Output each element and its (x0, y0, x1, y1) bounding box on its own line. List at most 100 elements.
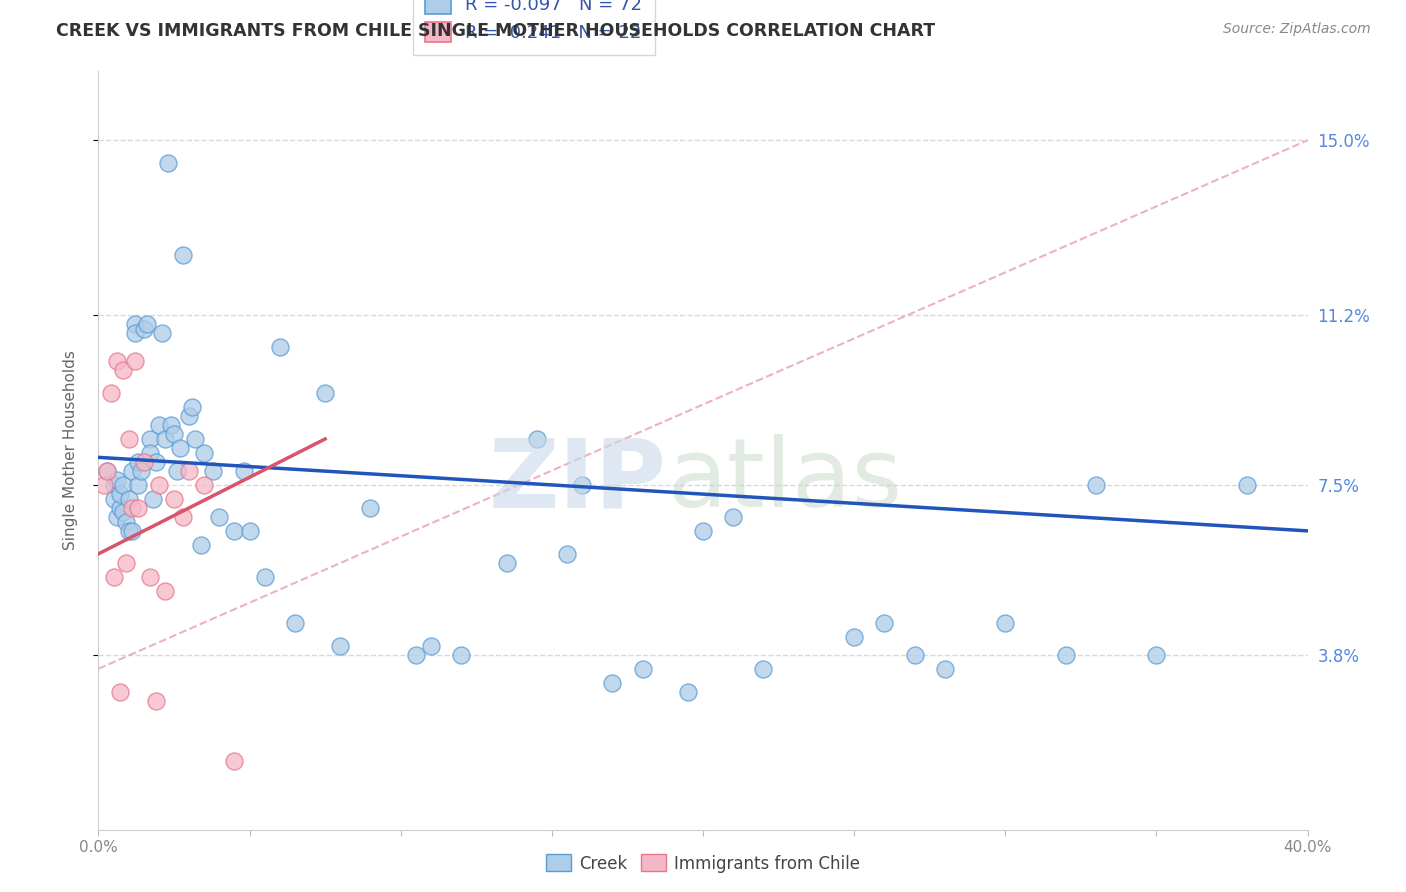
Point (181, 400, 204, 414)
Point (111, 506, 134, 520)
Point (723, 510, 745, 524)
Point (139, 446, 162, 460)
Point (329, 639, 352, 653)
Point (153, 583, 176, 598)
Point (153, 432, 176, 446)
Point (202, 464, 225, 478)
Point (108, 684, 131, 698)
Point (118, 524, 141, 538)
Point (269, 340, 291, 354)
Point (239, 524, 262, 538)
Point (495, 556, 517, 570)
Point (163, 427, 186, 442)
Point (93, 478, 115, 492)
Point (156, 156, 179, 170)
Point (1146, 648, 1168, 662)
Point (994, 615, 1017, 630)
Point (105, 473, 128, 487)
Text: CREEK VS IMMIGRANTS FROM CHILE SINGLE MOTHER HOUSEHOLDS CORRELATION CHART: CREEK VS IMMIGRANTS FROM CHILE SINGLE MO… (56, 22, 935, 40)
Point (420, 639, 443, 653)
Point (405, 648, 427, 662)
Point (129, 464, 152, 478)
Point (555, 547, 578, 561)
Point (132, 321, 155, 335)
Point (193, 446, 215, 460)
Point (163, 491, 186, 506)
Point (108, 500, 131, 515)
Point (631, 662, 654, 676)
Point (127, 455, 149, 469)
Point (103, 570, 125, 584)
Point (124, 354, 146, 368)
Point (145, 694, 167, 708)
Point (114, 515, 136, 529)
Point (193, 478, 215, 492)
Point (224, 754, 246, 768)
Point (602, 675, 624, 690)
Point (208, 510, 231, 524)
Point (118, 491, 141, 506)
Point (224, 524, 246, 538)
Point (108, 487, 131, 501)
Point (184, 432, 207, 446)
Point (111, 478, 134, 492)
Point (148, 418, 170, 433)
Point (142, 491, 165, 506)
Point (1085, 478, 1108, 492)
Point (105, 510, 128, 524)
Y-axis label: Single Mother Households: Single Mother Households (63, 351, 77, 550)
Point (169, 441, 191, 455)
Point (166, 464, 188, 478)
Point (232, 464, 254, 478)
Point (676, 684, 699, 698)
Text: Source: ZipAtlas.com: Source: ZipAtlas.com (1223, 22, 1371, 37)
Point (148, 478, 170, 492)
Point (139, 570, 162, 584)
Point (132, 455, 155, 469)
Point (150, 326, 173, 341)
Point (314, 386, 336, 401)
Point (145, 455, 167, 469)
Point (752, 662, 775, 676)
Point (190, 538, 212, 552)
Point (103, 478, 125, 492)
Point (124, 317, 146, 331)
Point (360, 500, 382, 515)
Text: ZIP: ZIP (489, 434, 666, 527)
Point (103, 491, 125, 506)
Point (118, 432, 141, 446)
Point (179, 409, 201, 423)
Point (172, 248, 194, 262)
Point (160, 418, 183, 433)
Point (934, 662, 956, 676)
Point (139, 432, 162, 446)
Point (904, 648, 927, 662)
Point (1236, 478, 1258, 492)
Point (873, 615, 896, 630)
Point (124, 326, 146, 341)
Text: atlas: atlas (666, 434, 901, 527)
Point (179, 464, 201, 478)
Point (121, 500, 143, 515)
Point (96, 464, 118, 478)
Point (526, 432, 548, 446)
Point (1054, 648, 1077, 662)
Point (121, 464, 143, 478)
Point (127, 478, 149, 492)
Point (172, 510, 194, 524)
Point (121, 524, 143, 538)
Point (100, 386, 122, 401)
Point (844, 630, 866, 644)
Point (571, 478, 593, 492)
Point (284, 615, 307, 630)
Point (111, 363, 134, 377)
Point (114, 556, 136, 570)
Point (127, 500, 149, 515)
Point (135, 317, 157, 331)
Point (105, 354, 128, 368)
Point (253, 570, 276, 584)
Point (450, 648, 472, 662)
Legend: R = -0.097   N = 72, R =  0.241   N = 22: R = -0.097 N = 72, R = 0.241 N = 22 (413, 0, 655, 55)
Point (692, 524, 714, 538)
Legend: Creek, Immigrants from Chile: Creek, Immigrants from Chile (540, 847, 866, 880)
